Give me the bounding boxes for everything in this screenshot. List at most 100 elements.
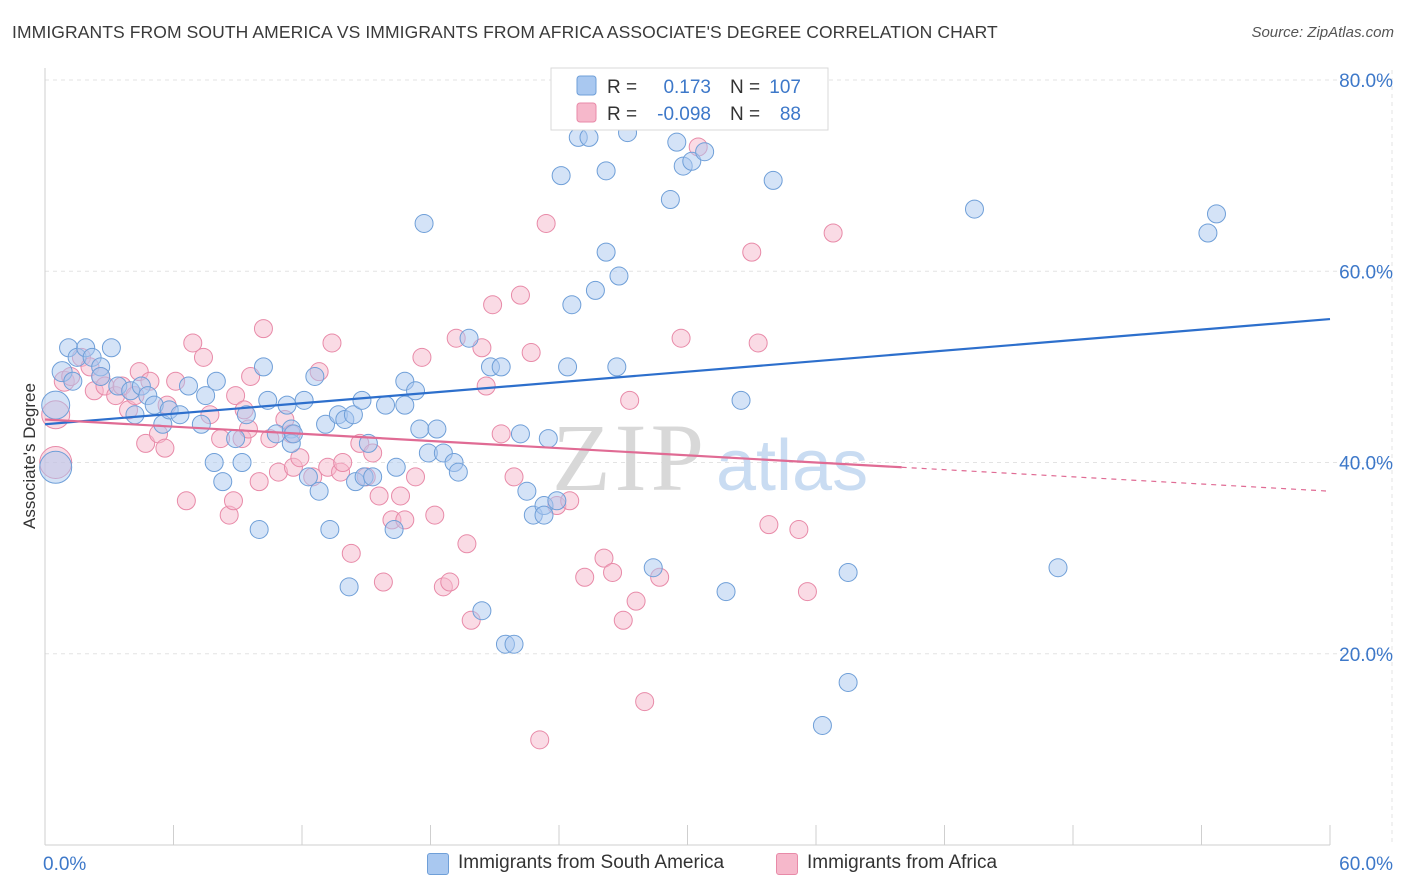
south-america-point-48 xyxy=(352,390,372,410)
africa-point-64 xyxy=(476,376,496,396)
south-america-point-70 xyxy=(504,634,524,654)
africa-point-51 xyxy=(373,572,393,592)
africa-point-20 xyxy=(176,491,196,511)
africa-point-80 xyxy=(626,591,646,611)
africa-point-76 xyxy=(594,548,614,568)
africa-point-66 xyxy=(491,424,511,444)
south-america-point-38 xyxy=(298,467,318,487)
r-value-pink: -0.098 xyxy=(657,104,711,125)
south-america-point-104 xyxy=(1198,223,1218,243)
south-america-point-58 xyxy=(410,419,430,439)
africa-point-32 xyxy=(249,472,269,492)
source-credit: Source: ZipAtlas.com xyxy=(1251,24,1394,41)
x-tick-label-max: 60.0% xyxy=(1339,854,1393,875)
africa-point-31 xyxy=(241,366,261,386)
south-america-point-98 xyxy=(763,170,783,190)
watermark-zip: ZIP xyxy=(552,404,708,511)
n-label-pink: N = xyxy=(730,104,760,125)
africa-point-45 xyxy=(333,453,353,472)
y-tick-label-1: 40.0% xyxy=(1339,454,1393,475)
south-america-point-24 xyxy=(206,371,226,391)
south-america-point-103 xyxy=(1048,558,1068,578)
africa-point-77 xyxy=(603,562,623,582)
trend-line-africa-extension xyxy=(901,466,1331,492)
south-america-point-85 xyxy=(596,161,616,181)
south-america-point-79 xyxy=(558,357,578,377)
south-america-point-100 xyxy=(838,562,858,582)
r-value-blue: 0.173 xyxy=(663,77,711,98)
south-america-point-68 xyxy=(491,357,511,377)
n-value-blue: 107 xyxy=(769,77,801,98)
trend-line-africa xyxy=(44,418,902,469)
africa-point-26 xyxy=(223,491,243,511)
south-america-point-71 xyxy=(510,424,530,444)
africa-point-39 xyxy=(290,448,310,468)
south-america-point-94 xyxy=(682,151,702,171)
south-america-point-53 xyxy=(384,519,404,539)
south-america-point-75 xyxy=(534,505,554,525)
trend-lines xyxy=(44,317,1331,492)
south-america-point-29 xyxy=(249,519,269,539)
y-tick-label-0: 20.0% xyxy=(1339,645,1393,666)
south-america-point-82 xyxy=(579,127,599,147)
africa-point-68 xyxy=(510,285,530,305)
south-america-point-39 xyxy=(305,366,325,386)
r-label-blue: R = xyxy=(607,77,637,98)
south-america-point-91 xyxy=(667,132,687,152)
trend-line-south-america xyxy=(44,317,1331,426)
south-america-point-72 xyxy=(517,481,537,501)
south-america-point-37 xyxy=(294,390,314,410)
watermark: ZIP atlas xyxy=(552,404,868,511)
south-america-point-77 xyxy=(547,491,567,511)
africa-point-43 xyxy=(322,333,342,353)
south-america-point-9 xyxy=(91,366,111,386)
south-america-point-13 xyxy=(125,405,145,425)
south-america-point-101 xyxy=(838,672,858,692)
south-america-point-97 xyxy=(731,390,751,410)
south-america-point-86 xyxy=(607,357,627,377)
south-america-point-105 xyxy=(1206,204,1226,224)
legend-label-south-america: Immigrants from South America xyxy=(458,852,725,873)
south-america-point-50 xyxy=(358,433,378,453)
africa-point-85 xyxy=(742,242,762,262)
south-america-point-52 xyxy=(376,395,396,415)
south-america-point-57 xyxy=(406,381,426,401)
south-america-point-45 xyxy=(339,577,359,597)
south-america-point-22 xyxy=(196,386,216,406)
y-tick-label-2: 60.0% xyxy=(1339,262,1393,283)
south-america-point-96 xyxy=(716,582,736,602)
africa-point-14 xyxy=(136,433,156,453)
africa-point-88 xyxy=(789,519,809,539)
africa-point-90 xyxy=(823,223,843,243)
legend-swatch-blue xyxy=(576,75,597,96)
south-america-point-0 xyxy=(39,450,73,484)
africa-point-53 xyxy=(391,486,411,506)
watermark-atlas: atlas xyxy=(716,426,868,506)
south-america-point-23 xyxy=(204,453,224,472)
africa-point-56 xyxy=(412,347,432,367)
africa-point-89 xyxy=(797,582,817,602)
south-america-point-40 xyxy=(309,481,329,501)
south-america-point-41 xyxy=(316,414,336,434)
legend-swatch-africa xyxy=(776,853,798,875)
south-america-point-83 xyxy=(585,280,605,300)
south-america-point-20 xyxy=(178,376,198,396)
africa-point-71 xyxy=(536,213,556,233)
y-tick-labels: 20.0% 40.0% 60.0% 80.0% xyxy=(1339,71,1393,666)
x-tick-label-min: 0.0% xyxy=(43,854,86,875)
y-axis-label: Associate's Degree xyxy=(20,383,39,529)
south-america-point-76 xyxy=(538,429,558,449)
south-america-point-10 xyxy=(101,338,121,358)
south-america-point-46 xyxy=(343,405,363,425)
south-america-point-90 xyxy=(643,558,663,578)
africa-point-17 xyxy=(155,438,175,458)
africa-point-21 xyxy=(183,333,203,353)
africa-point-59 xyxy=(440,572,460,592)
africa-point-55 xyxy=(406,467,426,487)
south-america-point-30 xyxy=(253,357,273,377)
south-america-point-87 xyxy=(609,266,629,286)
south-america-point-27 xyxy=(232,453,252,472)
africa-point-78 xyxy=(613,610,633,630)
africa-point-27 xyxy=(226,386,246,406)
south-america-point-42 xyxy=(320,519,340,539)
